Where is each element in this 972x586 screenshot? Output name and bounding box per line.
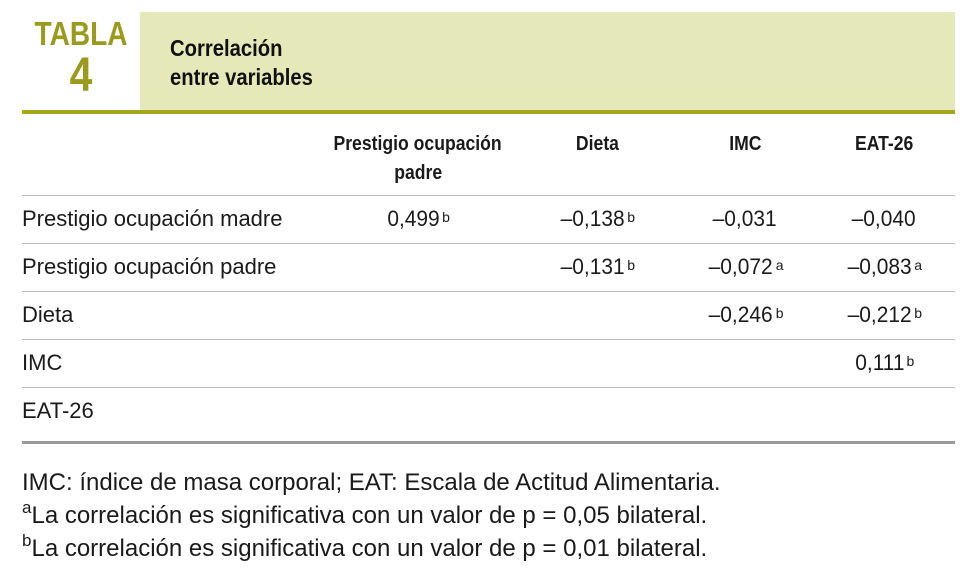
table-cell: –0,072 a [678,242,813,291]
column-header-line2: padre [394,162,442,184]
table-cell [320,386,516,435]
cell-superscript: a [914,257,923,273]
cell-value: –0,246 [709,302,774,327]
table-cell: –0,040 [813,194,955,243]
header-cell-empty [22,118,320,196]
cell-value: –0,083 [847,254,912,279]
note-b: bLa correlación es significativa con un … [22,532,721,565]
table-cell [516,386,678,435]
table-cell: 0,499 b [320,194,516,243]
cell-value: –0,040 [851,206,916,231]
table-bottom-rule [22,441,955,444]
table-label-word: TABLA [34,15,128,52]
cell-value: –0,212 [847,302,912,327]
note-b-text: La correlación es significativa con un v… [31,535,708,562]
table-title: Correlación entre variables [170,34,313,92]
column-header-line1: IMC [729,133,762,155]
note-abbreviations: IMC: índice de masa corporal; EAT: Escal… [22,469,721,496]
cell-superscript: b [627,209,636,225]
cell-value: 0,111 [854,350,905,375]
table-cell: 0,111 b [813,338,955,387]
note-b-mark: b [22,531,32,550]
table-cell [320,242,516,291]
cell-value: –0,031 [713,206,777,231]
table-cell [678,338,813,387]
table-cell: –0,031 [678,194,813,243]
header-rule [22,110,955,114]
table-row: EAT-26 [22,386,955,435]
note-a-mark: a [22,498,32,517]
row-label: Dieta [22,290,320,339]
table-row: Dieta –0,246 b –0,212 b [22,290,955,339]
cell-value: 0,499 [387,206,440,231]
cell-superscript: b [775,305,784,321]
row-label: IMC [22,338,320,387]
table-cell: –0,138 b [516,194,678,243]
note-a-text: La correlación es significativa con un v… [31,502,708,529]
correlation-table: Prestigio ocupación padre Dieta IMC EAT-… [22,118,955,435]
note-a: aLa correlación es significativa con un … [22,499,721,532]
table-cell [320,338,516,387]
row-label: Prestigio ocupación madre [22,194,320,243]
table-cell: –0,212 b [813,290,955,339]
column-header-eat26: EAT-26 [813,118,955,196]
column-header-line1: Dieta [575,133,619,155]
table-row: IMC 0,111 b [22,338,955,387]
table-title-line2: entre variables [170,64,313,90]
cell-value: –0,072 [709,254,774,279]
table-header: TABLA 4 Correlación entre variables [22,12,955,110]
column-header-dieta: Dieta [516,118,678,196]
table-title-line1: Correlación [170,35,283,61]
cell-superscript: b [914,305,923,321]
table-cell: –0,246 b [678,290,813,339]
column-header-prestigio-padre: Prestigio ocupación padre [320,118,516,196]
column-header-imc: IMC [678,118,813,196]
cell-superscript: b [442,209,450,225]
table-cell [678,386,813,435]
cell-value: –0,131 [560,254,625,279]
table-row: Prestigio ocupación madre 0,499 b –0,138 b… [22,194,955,243]
table-notes: IMC: índice de masa corporal; EAT: Escal… [22,466,721,565]
row-label: Prestigio ocupación padre [22,242,320,291]
cell-superscript: b [627,257,636,273]
table-header-row: Prestigio ocupación padre Dieta IMC EAT-… [22,118,955,196]
table-cell [320,290,516,339]
table-label-number: 4 [69,49,93,102]
row-label: EAT-26 [22,386,320,435]
table-title-box: Correlación entre variables [140,12,955,110]
column-header-line1: EAT-26 [854,133,914,155]
table-cell [516,338,678,387]
table-cell [813,386,955,435]
table-cell: –0,083 a [813,242,955,291]
cell-superscript: b [906,353,915,369]
table-row: Prestigio ocupación padre –0,131 b –0,072… [22,242,955,291]
cell-value: –0,138 [560,206,625,231]
table-label: TABLA 4 [22,12,140,110]
cell-superscript: a [775,257,784,273]
table-cell: –0,131 b [516,242,678,291]
table-cell [516,290,678,339]
column-header-line1: Prestigio ocupación [333,133,503,155]
